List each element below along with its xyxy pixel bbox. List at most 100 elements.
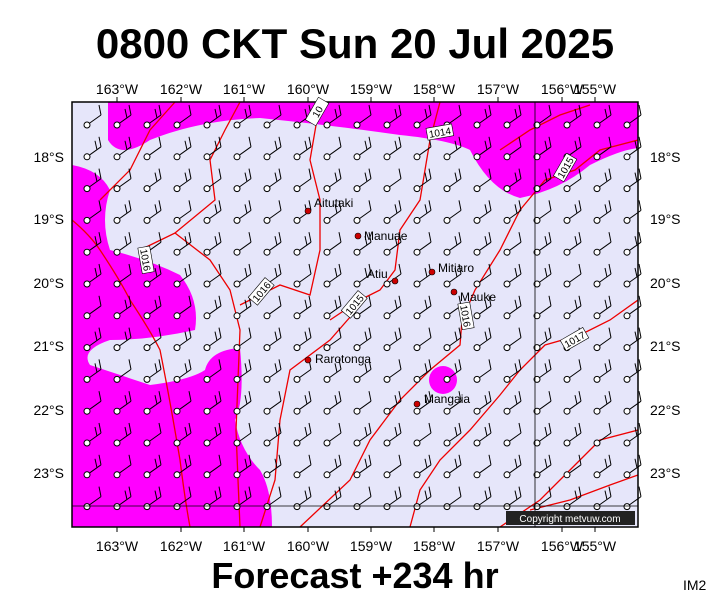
station <box>503 344 511 352</box>
station <box>473 153 481 161</box>
frame <box>71 101 639 528</box>
barb-flag <box>368 327 372 338</box>
lon-label: 163°W <box>96 538 139 554</box>
station <box>323 185 331 193</box>
barb-flag <box>244 172 248 182</box>
barb-flag <box>214 299 218 309</box>
wind-barb <box>113 200 132 224</box>
station <box>563 121 571 129</box>
station <box>263 503 271 511</box>
wind-barb <box>83 454 102 479</box>
barb-flag <box>214 140 218 150</box>
barb-flag <box>158 422 162 434</box>
wind-barb <box>293 454 312 479</box>
station <box>413 153 421 161</box>
barb-flag <box>578 263 582 275</box>
wind-barb <box>233 454 252 479</box>
station <box>353 280 361 288</box>
barb-flag <box>428 200 432 211</box>
station <box>623 375 631 383</box>
wind-barb <box>113 327 132 352</box>
barb-flag <box>608 263 612 275</box>
wind-barb <box>113 104 132 129</box>
barb-flag <box>364 331 368 341</box>
barb-flag <box>488 359 492 370</box>
lon-label: 160°W <box>287 81 330 97</box>
barb-flag <box>124 108 128 119</box>
barb-flag <box>634 363 638 373</box>
station <box>143 439 151 447</box>
wind-barb <box>143 295 162 320</box>
barb-flag <box>274 363 278 373</box>
wind-barb <box>413 486 432 511</box>
wind-barb <box>473 295 492 320</box>
barb-flag <box>308 168 312 179</box>
barb-flag <box>458 263 462 275</box>
wind-barb <box>503 391 522 415</box>
wind-barb <box>263 295 282 320</box>
station <box>563 312 571 320</box>
barb-flag <box>214 395 218 405</box>
wind-barb <box>113 136 132 161</box>
station <box>263 185 271 193</box>
station <box>533 312 541 320</box>
barb-flag <box>274 236 278 246</box>
barb-flag <box>188 454 192 465</box>
station <box>83 375 91 383</box>
place-label: Atiu <box>367 267 388 281</box>
station <box>623 439 631 447</box>
wind-barb <box>413 359 432 383</box>
barb-flag <box>518 168 522 179</box>
barb-flag <box>304 236 308 246</box>
barb-flag <box>638 104 642 116</box>
wind-barb <box>173 454 192 479</box>
barb-flag <box>608 454 612 465</box>
label-box <box>559 327 590 352</box>
station <box>173 216 181 224</box>
station <box>263 216 271 224</box>
station <box>263 439 271 447</box>
station <box>593 344 601 352</box>
wind-barb <box>143 136 162 161</box>
label-box <box>305 96 330 127</box>
station <box>623 503 631 511</box>
station <box>593 407 601 415</box>
station <box>203 248 211 256</box>
station <box>503 216 511 224</box>
station <box>263 248 271 256</box>
station <box>563 248 571 256</box>
barb-flag <box>428 168 432 179</box>
barb-flag <box>184 426 188 437</box>
barb-flag <box>488 200 492 211</box>
wind-barb <box>263 136 282 161</box>
wind-barb <box>173 359 192 383</box>
wind-barb <box>503 422 522 447</box>
station <box>383 503 391 511</box>
label-box <box>247 277 275 306</box>
station <box>503 185 511 193</box>
wind-barb <box>533 295 552 320</box>
code: IM2 <box>683 577 707 593</box>
barb-flag <box>188 422 192 434</box>
station <box>83 185 91 193</box>
station <box>473 121 481 129</box>
barb-flag <box>548 263 552 275</box>
barb-flag <box>158 454 162 465</box>
station <box>383 344 391 352</box>
barb-flag <box>368 454 372 465</box>
barb-flag <box>604 299 608 309</box>
barb-flag <box>274 426 278 437</box>
barb-flag <box>158 168 162 179</box>
barb-flag <box>154 267 158 278</box>
barb-flag <box>608 422 612 434</box>
station <box>263 407 271 415</box>
barb-flag <box>518 295 522 306</box>
barb-flag <box>368 422 372 434</box>
lon-label: 163°W <box>96 81 139 97</box>
barb-flag <box>488 168 492 179</box>
barb-flag <box>604 108 608 119</box>
barb-flag <box>338 295 342 306</box>
wind-barb <box>383 454 402 479</box>
wind-barb <box>593 168 612 193</box>
station <box>413 344 421 352</box>
